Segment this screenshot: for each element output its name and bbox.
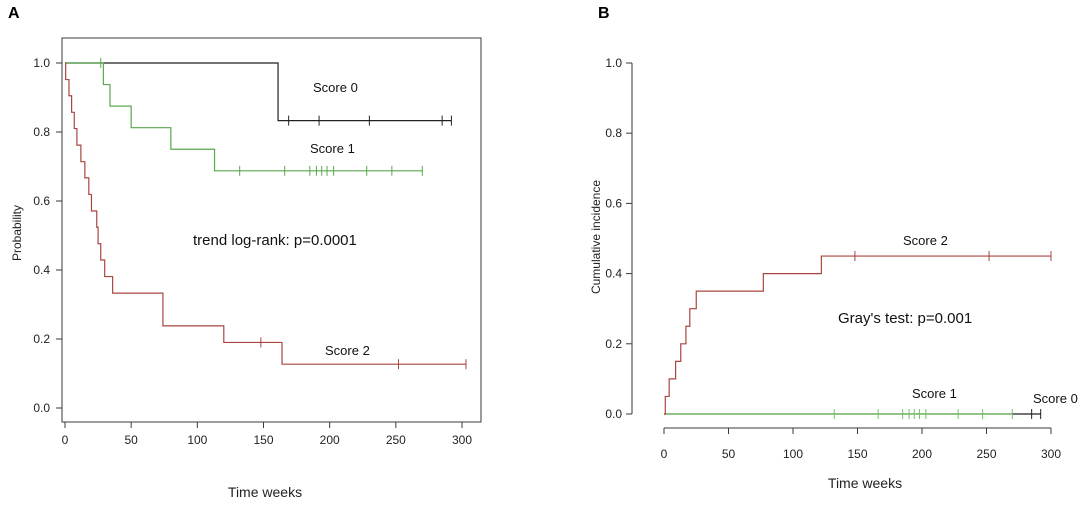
x-tick-label: 50 <box>722 447 736 461</box>
y-tick-label: 0.0 <box>605 407 622 421</box>
x-tick-label: 200 <box>912 447 932 461</box>
y-axis-title-a: Probability <box>10 205 24 261</box>
x-tick-label: 0 <box>661 447 668 461</box>
series-label-score-2-b: Score 2 <box>903 233 948 248</box>
x-tick-label: 250 <box>976 447 996 461</box>
series-group-b <box>664 251 1052 419</box>
x-tick-label: 300 <box>452 433 472 447</box>
series-label-score-1-a: Score 1 <box>310 141 355 156</box>
y-tick-label: 1.0 <box>33 56 50 70</box>
series-line-score-1 <box>65 62 423 172</box>
chart-panel-a: A 0 50 100 150 200 250 300 0.0 0.2 0.4 0.6 0.8 1.0 T… <box>8 5 482 500</box>
x-axis-title-b: Time weeks <box>828 475 902 491</box>
series-label-score-0-a: Score 0 <box>313 80 358 95</box>
x-axis-title-a: Time weeks <box>228 484 302 500</box>
y-tick-label: 0.0 <box>33 401 50 415</box>
x-tick-label: 0 <box>62 433 69 447</box>
series-label-score-0-b: Score 0 <box>1033 391 1078 406</box>
x-tick-label: 50 <box>124 433 138 447</box>
y-axis-title-b: Cumulative incidence <box>589 180 603 294</box>
y-tick-label: 0.4 <box>33 263 50 277</box>
series-label-score-1-b: Score 1 <box>912 386 957 401</box>
axes-a: 0 50 100 150 200 250 300 0.0 0.2 0.4 0.6 0.8 1.0 <box>33 37 482 447</box>
chart-panel-b: B 0 50 100 150 200 250 300 0.0 0.2 0.4 0.6 0.8 1.0 T… <box>589 5 1078 491</box>
x-tick-label: 300 <box>1041 447 1061 461</box>
series-group-a <box>65 58 467 370</box>
x-tick-label: 250 <box>386 433 406 447</box>
x-tick-label: 100 <box>187 433 207 447</box>
test-annotation-b: Gray's test: p=0.001 <box>838 310 972 327</box>
y-tick-label: 0.2 <box>605 337 622 351</box>
test-annotation-a: trend log-rank: p=0.0001 <box>193 232 357 249</box>
x-tick-label: 150 <box>253 433 273 447</box>
y-tick-label: 0.2 <box>33 332 50 346</box>
x-tick-label: 100 <box>783 447 803 461</box>
y-tick-label: 0.8 <box>33 125 50 139</box>
series-line-score-2 <box>65 62 466 365</box>
x-tick-label: 200 <box>320 433 340 447</box>
series-line-score-2 <box>664 255 1051 415</box>
plot-frame <box>61 37 482 423</box>
y-tick-label: 1.0 <box>605 56 622 70</box>
axes-b: 0 50 100 150 200 250 300 0.0 0.2 0.4 0.6 0.8 1.0 <box>605 56 1061 461</box>
panel-label-a: A <box>8 5 20 22</box>
y-tick-label: 0.8 <box>605 126 622 140</box>
series-line-score-0 <box>65 62 452 122</box>
panel-label-b: B <box>598 5 610 22</box>
x-tick-label: 150 <box>847 447 867 461</box>
y-tick-label: 0.4 <box>605 267 622 281</box>
y-tick-label: 0.6 <box>33 194 50 208</box>
series-label-score-2-a: Score 2 <box>325 343 370 358</box>
y-tick-label: 0.6 <box>605 196 622 210</box>
